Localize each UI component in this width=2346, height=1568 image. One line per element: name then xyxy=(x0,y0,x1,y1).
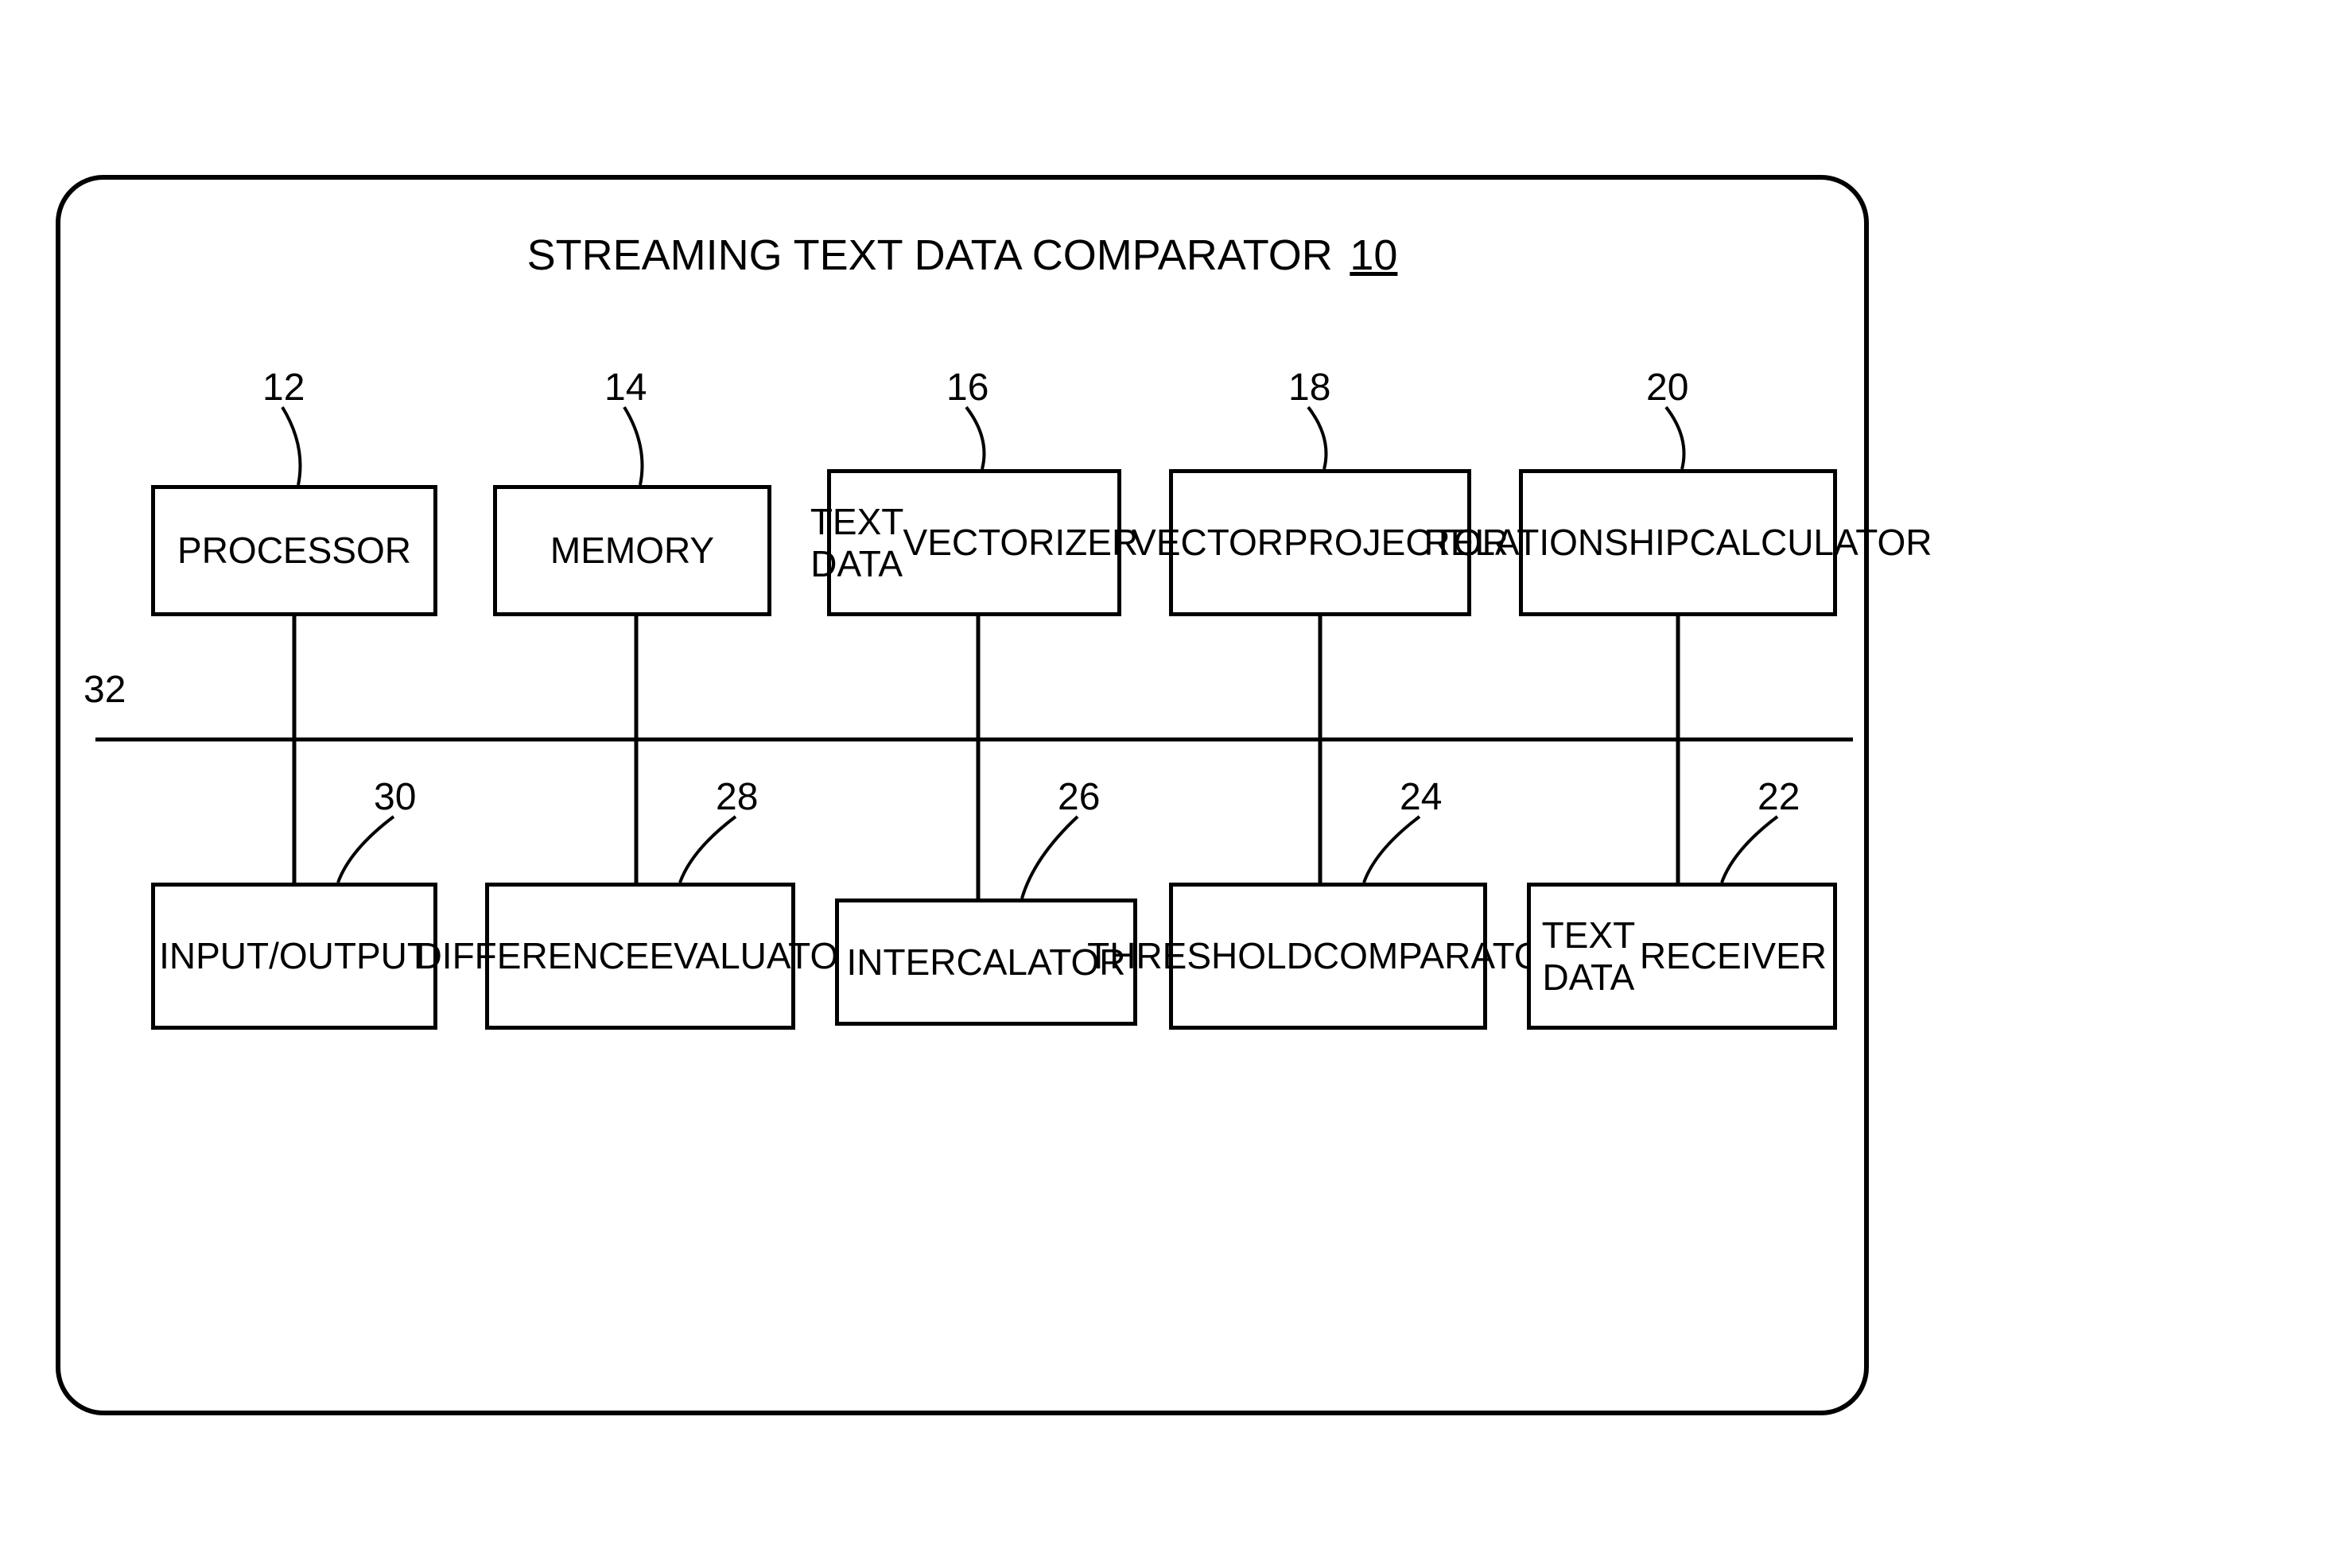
block-relcalc: RELATIONSHIPCALCULATOR xyxy=(1519,469,1837,616)
bus-ref-label: 32 xyxy=(84,668,126,712)
block-processor: PROCESSOR xyxy=(151,485,437,616)
ref-vectorizer: 16 xyxy=(946,366,989,409)
ref-projector: 18 xyxy=(1288,366,1330,409)
block-diffeval: DIFFERENCEEVALUATOR xyxy=(485,883,795,1030)
title-ref-number: 10 xyxy=(1350,231,1397,279)
ref-receiver: 22 xyxy=(1758,775,1800,819)
ref-diffeval: 28 xyxy=(716,775,758,819)
block-receiver: TEXT DATARECEIVER xyxy=(1527,883,1837,1030)
ref-processor: 12 xyxy=(262,366,305,409)
ref-memory: 14 xyxy=(604,366,647,409)
title-text: STREAMING TEXT DATA COMPARATOR xyxy=(527,231,1333,279)
block-io: INPUT/OUTPUT xyxy=(151,883,437,1030)
block-memory: MEMORY xyxy=(493,485,771,616)
block-vectorizer: TEXT DATAVECTORIZER xyxy=(827,469,1121,616)
block-threshcomp: THRESHOLDCOMPARATOR xyxy=(1169,883,1487,1030)
diagram-title: STREAMING TEXT DATA COMPARATOR 10 xyxy=(56,231,1869,280)
ref-relcalc: 20 xyxy=(1646,366,1688,409)
ref-io: 30 xyxy=(374,775,416,819)
ref-threshcomp: 24 xyxy=(1400,775,1442,819)
diagram-container xyxy=(56,175,1869,1415)
ref-intercal: 26 xyxy=(1058,775,1100,819)
